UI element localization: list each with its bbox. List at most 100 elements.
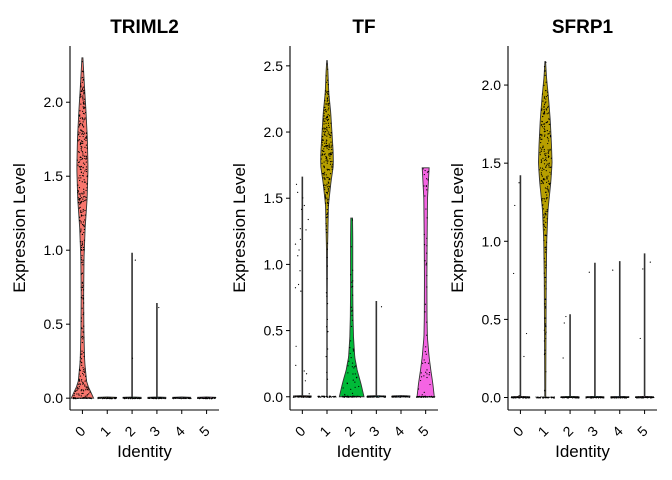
data-point bbox=[197, 397, 199, 399]
data-point bbox=[327, 188, 329, 190]
data-point bbox=[545, 248, 547, 250]
data-point bbox=[330, 152, 332, 154]
data-point bbox=[512, 397, 514, 399]
data-point bbox=[83, 390, 85, 392]
data-point bbox=[636, 397, 638, 399]
data-point bbox=[324, 93, 326, 95]
data-point bbox=[536, 396, 538, 398]
data-point bbox=[346, 382, 348, 385]
data-point bbox=[525, 332, 528, 335]
data-point bbox=[370, 395, 372, 397]
data-point bbox=[543, 198, 546, 200]
violin-cluster-4 bbox=[610, 261, 630, 399]
data-point bbox=[523, 355, 525, 358]
data-point bbox=[81, 281, 83, 283]
data-point bbox=[542, 182, 544, 185]
data-point bbox=[202, 397, 204, 399]
data-point bbox=[326, 265, 329, 267]
data-point bbox=[646, 397, 648, 399]
data-point bbox=[82, 381, 84, 383]
data-point bbox=[79, 115, 81, 117]
data-point bbox=[545, 191, 547, 193]
data-point bbox=[539, 152, 541, 154]
data-point bbox=[80, 390, 82, 392]
data-point bbox=[330, 395, 332, 397]
data-point bbox=[294, 287, 297, 289]
data-point bbox=[326, 183, 328, 185]
data-point bbox=[79, 216, 81, 218]
data-point bbox=[648, 397, 650, 399]
data-point bbox=[426, 171, 429, 173]
data-point bbox=[76, 393, 78, 395]
data-point bbox=[623, 396, 625, 398]
data-point bbox=[86, 175, 88, 177]
data-point bbox=[543, 105, 545, 107]
data-point bbox=[82, 98, 84, 100]
data-point bbox=[423, 359, 425, 361]
data-point bbox=[359, 396, 362, 398]
data-point bbox=[153, 398, 155, 400]
data-point bbox=[107, 398, 109, 400]
x-tick-label: 4 bbox=[390, 423, 407, 440]
data-point bbox=[297, 395, 299, 398]
data-point bbox=[545, 157, 547, 159]
data-point bbox=[299, 396, 301, 398]
data-point bbox=[324, 90, 327, 92]
data-point bbox=[325, 225, 328, 227]
data-point bbox=[325, 141, 327, 143]
data-point bbox=[546, 188, 548, 190]
data-point bbox=[82, 90, 85, 92]
data-point bbox=[131, 398, 133, 400]
data-point bbox=[599, 396, 601, 398]
data-point bbox=[81, 272, 83, 274]
data-point bbox=[342, 387, 344, 389]
data-point bbox=[351, 285, 354, 287]
data-point bbox=[297, 283, 300, 286]
violin-cluster-4 bbox=[171, 396, 192, 400]
data-point bbox=[595, 397, 597, 399]
data-point bbox=[323, 150, 325, 152]
data-point bbox=[82, 124, 84, 126]
data-point bbox=[424, 303, 426, 305]
data-point bbox=[641, 396, 643, 398]
data-point bbox=[165, 397, 167, 399]
data-point bbox=[80, 273, 83, 275]
data-point bbox=[208, 397, 210, 399]
data-point bbox=[77, 134, 79, 136]
data-point bbox=[544, 306, 547, 308]
data-point bbox=[566, 396, 568, 398]
data-point bbox=[547, 152, 549, 154]
data-point bbox=[540, 174, 543, 176]
data-point bbox=[82, 382, 84, 384]
data-point bbox=[80, 358, 83, 360]
data-point bbox=[428, 372, 431, 374]
data-point bbox=[542, 157, 544, 159]
data-point bbox=[327, 331, 329, 333]
y-axis-title: Expression Level bbox=[10, 163, 29, 292]
data-point bbox=[321, 128, 324, 130]
data-point bbox=[323, 184, 325, 187]
data-point bbox=[83, 336, 85, 338]
data-point bbox=[426, 189, 428, 191]
data-point bbox=[82, 392, 84, 394]
data-point bbox=[326, 208, 328, 211]
data-point bbox=[519, 397, 521, 399]
data-point bbox=[545, 214, 547, 216]
data-point bbox=[421, 394, 423, 396]
data-point bbox=[328, 115, 331, 117]
data-point bbox=[549, 396, 551, 398]
data-point bbox=[81, 378, 83, 381]
data-point bbox=[82, 198, 84, 200]
data-point bbox=[545, 337, 547, 340]
data-point bbox=[321, 153, 324, 155]
data-point bbox=[356, 376, 358, 378]
data-point bbox=[350, 274, 352, 276]
data-point bbox=[329, 155, 331, 157]
data-point bbox=[326, 197, 328, 199]
data-point bbox=[86, 395, 88, 397]
data-point bbox=[546, 91, 549, 93]
data-point bbox=[76, 387, 78, 390]
data-point bbox=[545, 226, 547, 229]
data-point bbox=[82, 200, 84, 202]
data-point bbox=[540, 142, 542, 144]
